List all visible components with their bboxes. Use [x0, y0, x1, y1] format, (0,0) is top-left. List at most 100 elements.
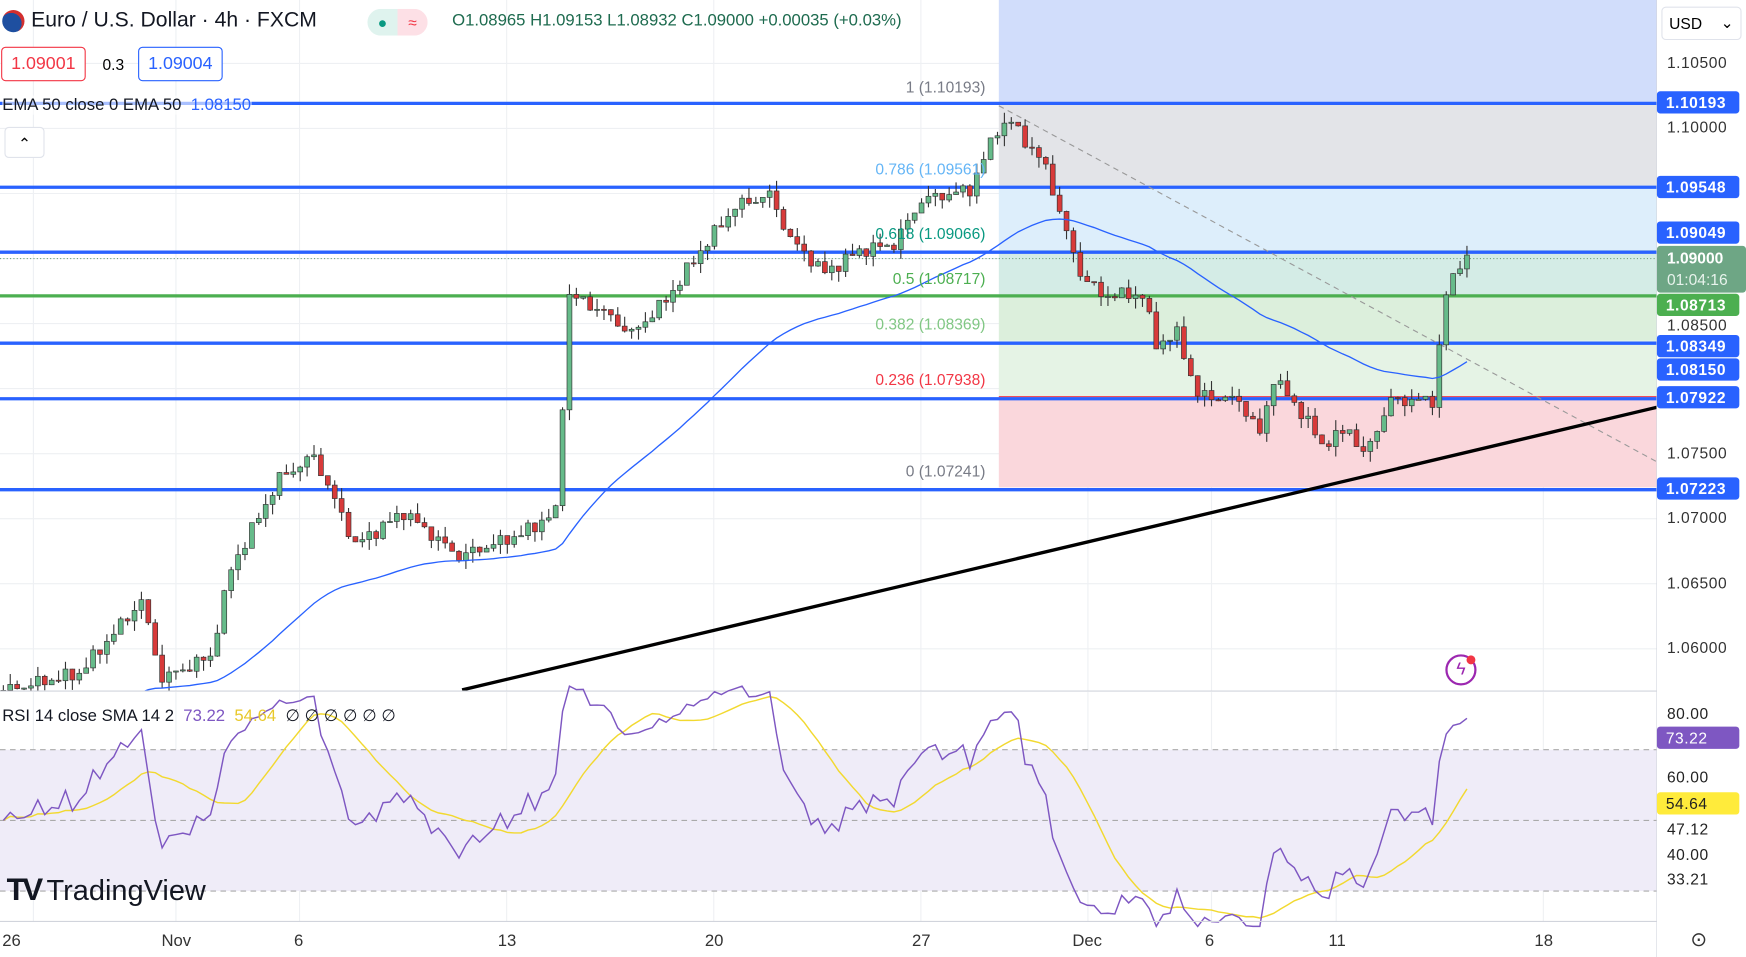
candle	[960, 183, 966, 198]
lightning-icon[interactable]: ϟ	[1445, 654, 1477, 686]
candle-body	[808, 250, 814, 267]
rsi-legend[interactable]: RSI 14 close SMA 14 2 73.22 54.64 ∅ ∅ ∅ …	[2, 706, 396, 726]
candle	[48, 678, 55, 686]
candle-body	[145, 599, 152, 624]
candle	[649, 310, 656, 323]
tradingview-logo-icon: TV	[6, 872, 43, 907]
candle-body	[1388, 397, 1394, 417]
candle-body	[532, 522, 538, 533]
symbol-title[interactable]: Euro / U.S. Dollar · 4h · FXCM	[2, 9, 317, 33]
fib-level-label: 0.786 (1.09561)	[875, 159, 986, 178]
candle-body	[117, 618, 124, 635]
candle-body	[1181, 326, 1187, 359]
candle-body	[815, 261, 821, 267]
candle	[932, 188, 939, 207]
candle	[884, 243, 890, 247]
candle	[1098, 276, 1104, 306]
buy-button[interactable]: 1.09004	[138, 46, 223, 82]
candle-body	[200, 656, 207, 661]
candle	[1153, 301, 1160, 350]
candle-body	[849, 253, 856, 256]
candle-body	[497, 535, 504, 545]
candle-body	[35, 675, 41, 687]
collapse-legend-button[interactable]: ⌃	[4, 126, 45, 159]
candle	[739, 194, 745, 218]
candle	[1215, 398, 1222, 402]
candle-body	[1402, 397, 1408, 407]
candle	[325, 475, 331, 490]
eur-usd-flag-icon	[2, 10, 25, 33]
candle	[511, 530, 518, 548]
ema-legend[interactable]: EMA 50 close 0 EMA 50 1.08150	[2, 95, 252, 115]
candle-body	[352, 536, 359, 543]
candle	[787, 228, 794, 238]
price-level-tag: 1.07922	[1656, 386, 1740, 409]
candle-body	[1353, 429, 1360, 447]
candle	[822, 251, 828, 275]
candle	[580, 296, 587, 300]
candle	[41, 674, 48, 691]
candle-body	[1153, 311, 1160, 350]
rsi-pane[interactable]	[0, 0, 1657, 957]
candle-body	[304, 456, 310, 468]
settings-eye-icon[interactable]: ⊙	[1690, 928, 1708, 951]
candle-body	[753, 201, 759, 204]
time-axis-label: 13	[497, 931, 517, 951]
candle-body	[207, 655, 214, 661]
candle	[1105, 286, 1111, 306]
candle	[987, 137, 994, 161]
candle-body	[21, 687, 27, 690]
symbol-label: Euro / U.S. Dollar · 4h · FXCM	[31, 8, 317, 33]
candle	[849, 243, 856, 256]
fib-level-label: 0 (1.07241)	[905, 461, 986, 480]
candle-body	[1326, 443, 1332, 447]
candle-body	[214, 632, 221, 657]
currency-select[interactable]: USD ⌄	[1661, 6, 1742, 41]
candle	[1236, 388, 1242, 412]
ohlc-values: O1.08965 H1.09153 L1.08932 C1.09000 +0.0…	[452, 11, 902, 31]
candle	[235, 544, 241, 581]
candle-body	[573, 294, 580, 299]
candle-body	[801, 243, 807, 252]
sell-button[interactable]: 1.09001	[1, 46, 86, 82]
candle-body	[870, 242, 877, 257]
tradingview-logo-text: TradingView	[46, 872, 206, 907]
candle	[587, 291, 593, 311]
candle-body	[276, 472, 283, 496]
candle	[55, 670, 62, 684]
candle-body	[1022, 125, 1028, 148]
candle-body	[608, 309, 614, 316]
candle-body	[325, 475, 331, 486]
candle-body	[1105, 296, 1111, 298]
price-pane[interactable]	[0, 0, 1657, 692]
candle-body	[614, 314, 621, 327]
candle-body	[1312, 415, 1318, 436]
candle	[1270, 384, 1277, 416]
candle-body	[780, 209, 787, 230]
candle-body	[994, 135, 1001, 139]
candle	[366, 522, 373, 550]
candle	[642, 312, 649, 333]
candle	[911, 212, 918, 224]
candle-body	[877, 242, 883, 247]
candle	[166, 666, 172, 692]
market-status[interactable]: ● ≈	[367, 8, 428, 36]
price-level-tag: 1.10193	[1656, 91, 1740, 114]
candle	[904, 213, 911, 239]
candle-body	[925, 195, 932, 204]
candle-body	[642, 321, 649, 328]
candle	[1222, 395, 1229, 402]
candle-body	[338, 498, 345, 513]
tradingview-logo[interactable]: TV TradingView	[7, 872, 206, 908]
price-tick-label: 1.10500	[1666, 53, 1728, 72]
candle-body	[967, 185, 973, 197]
candle-body	[1188, 358, 1194, 377]
candles	[0, 112, 1470, 692]
candle-body	[387, 521, 393, 523]
candle	[269, 491, 276, 515]
candle	[690, 255, 697, 267]
candle-body	[193, 656, 200, 672]
candle-body	[918, 202, 925, 214]
time-axis-label: 20	[704, 931, 724, 951]
candle-body	[1049, 163, 1056, 196]
